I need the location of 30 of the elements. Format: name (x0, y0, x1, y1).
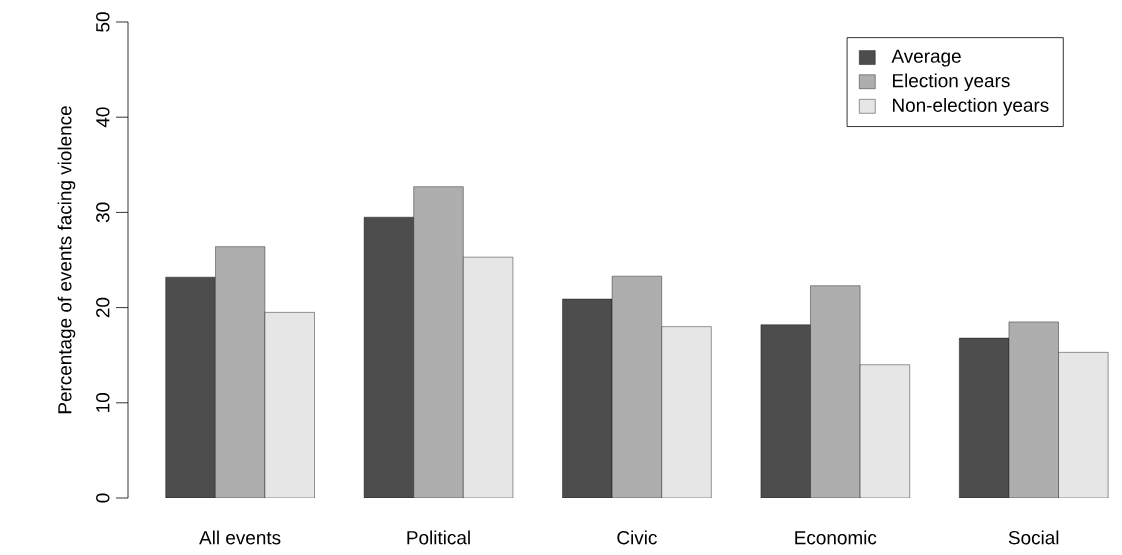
y-axis-title: Percentage of events facing violence (57, 106, 76, 414)
bar (264, 312, 315, 498)
bar (959, 337, 1010, 498)
legend-label: Average (891, 49, 961, 67)
y-tick-label: 50 (96, 12, 110, 32)
y-tick-label: 20 (96, 297, 110, 318)
legend-label: Election years (893, 73, 1010, 92)
bar (661, 326, 712, 498)
y-tick-label: 30 (96, 202, 110, 223)
legend-label: Non-election years (893, 98, 1049, 116)
y-tick-label: 0 (96, 493, 110, 503)
y-tick-label: 10 (96, 393, 110, 412)
bar (562, 298, 613, 498)
x-tick-label: Economic (795, 530, 877, 545)
bar (810, 285, 861, 498)
x-tick-label: Civic (617, 530, 657, 545)
x-tick-label: All events (199, 530, 281, 545)
bar (611, 275, 662, 498)
bar (215, 246, 266, 498)
bar (413, 186, 464, 498)
bar (760, 324, 811, 498)
bar (363, 216, 414, 498)
x-tick-label: Political (407, 530, 470, 545)
y-tick-label: 40 (96, 107, 110, 128)
bar (1058, 352, 1109, 498)
bar (860, 364, 910, 498)
x-tick-label: Social (1008, 530, 1059, 545)
bar (165, 276, 216, 498)
bar (463, 256, 514, 498)
bar (1008, 321, 1059, 498)
